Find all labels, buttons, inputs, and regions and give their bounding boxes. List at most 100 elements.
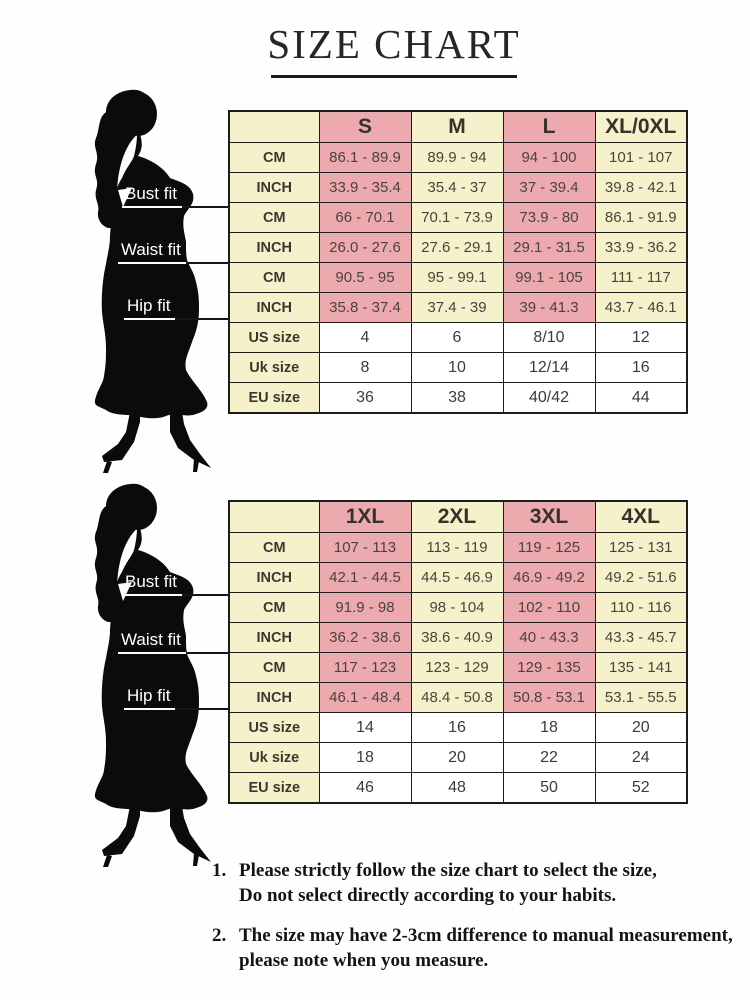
size-value-cell: 6 <box>410 322 504 353</box>
size-value-cell: 46 <box>318 772 412 804</box>
size-value-cell: 38 <box>410 382 504 414</box>
size-table-1xl-4xl: 1XL 2XL 3XL 4XL CM 107 - 113 113 - 119 119 - 12… <box>228 500 688 804</box>
row-label: CM <box>228 652 320 683</box>
column-header: 1XL <box>318 500 412 533</box>
column-header: XL/0XL <box>594 110 688 143</box>
table-row: CM 90.5 - 95 95 - 99.1 99.1 - 105 111 - 117 <box>228 262 688 293</box>
row-label: CM <box>228 262 320 293</box>
size-value-cell: 12/14 <box>502 352 596 383</box>
size-value-cell: 8 <box>318 352 412 383</box>
note-2: 2. The size may have 2-3cm difference to… <box>212 923 750 973</box>
note-line: Do not select directly according to your… <box>239 885 617 906</box>
column-header: L <box>502 110 596 143</box>
table-row: INCH 35.8 - 37.4 37.4 - 39 39 - 41.3 43.7 - … <box>228 292 688 323</box>
size-value-cell: 14 <box>318 712 412 743</box>
table-row: EU size 36 38 40/42 44 <box>228 382 688 414</box>
woman-silhouette-bottom <box>94 483 211 867</box>
table-row: CM 86.1 - 89.9 89.9 - 94 94 - 100 101 - 107 <box>228 142 688 173</box>
row-label: US size <box>228 712 320 743</box>
size-value-cell: 36 <box>318 382 412 414</box>
size-value-cell: 94 - 100 <box>502 142 596 173</box>
row-label: INCH <box>228 682 320 713</box>
title-block: SIZE CHART <box>244 20 544 78</box>
hip-fit-line <box>124 318 228 320</box>
size-value-cell: 50.8 - 53.1 <box>502 682 596 713</box>
table-row: EU size 46 48 50 52 <box>228 772 688 804</box>
size-value-cell: 107 - 113 <box>318 532 412 563</box>
size-value-cell: 86.1 - 89.9 <box>318 142 412 173</box>
size-value-cell: 12 <box>594 322 688 353</box>
size-value-cell: 48 <box>410 772 504 804</box>
row-label: INCH <box>228 172 320 203</box>
size-value-cell: 39.8 - 42.1 <box>594 172 688 203</box>
sizes-1xl-to-4xl: 1XL 2XL 3XL 4XL CM 107 - 113 113 - 119 119 - 12… <box>228 500 688 804</box>
corner-cell <box>228 110 320 143</box>
size-value-cell: 18 <box>318 742 412 773</box>
size-value-cell: 91.9 - 98 <box>318 592 412 623</box>
size-value-cell: 20 <box>410 742 504 773</box>
size-value-cell: 70.1 - 73.9 <box>410 202 504 233</box>
size-value-cell: 117 - 123 <box>318 652 412 683</box>
row-label: US size <box>228 322 320 353</box>
table-row: INCH 42.1 - 44.5 44.5 - 46.9 46.9 - 49.2 49.… <box>228 562 688 593</box>
note-number: 1. <box>212 860 227 881</box>
woman-silhouette-top <box>94 89 211 473</box>
size-value-cell: 18 <box>502 712 596 743</box>
column-header: M <box>410 110 504 143</box>
size-value-cell: 20 <box>594 712 688 743</box>
table-row: Uk size 18 20 22 24 <box>228 742 688 773</box>
size-value-cell: 40/42 <box>502 382 596 414</box>
size-value-cell: 90.5 - 95 <box>318 262 412 293</box>
waist-fit-label: Waist fit <box>118 631 186 654</box>
row-label: CM <box>228 532 320 563</box>
column-header: S <box>318 110 412 143</box>
hip-fit-line <box>124 708 228 710</box>
size-value-cell: 44.5 - 46.9 <box>410 562 504 593</box>
table-row: INCH 46.1 - 48.4 48.4 - 50.8 50.8 - 53.1 53.… <box>228 682 688 713</box>
size-table-s-xl: S M L XL/0XL CM 86.1 - 89.9 89.9 - 94 94 - 100 1… <box>228 110 688 414</box>
row-label: CM <box>228 142 320 173</box>
page-title: SIZE CHART <box>267 21 521 67</box>
waist-fit-label: Waist fit <box>118 241 186 264</box>
size-value-cell: 66 - 70.1 <box>318 202 412 233</box>
size-value-cell: 33.9 - 36.2 <box>594 232 688 263</box>
table-row: CM 91.9 - 98 98 - 104 102 - 110 110 - 116 <box>228 592 688 623</box>
row-label: EU size <box>228 772 320 804</box>
table-row: CM 66 - 70.1 70.1 - 73.9 73.9 - 80 86.1 - 91… <box>228 202 688 233</box>
row-label: INCH <box>228 562 320 593</box>
title-underline <box>271 75 517 78</box>
row-label: INCH <box>228 292 320 323</box>
notes-section: 1. Please strictly follow the size chart… <box>212 858 750 988</box>
size-value-cell: 26.0 - 27.6 <box>318 232 412 263</box>
size-value-cell: 98 - 104 <box>410 592 504 623</box>
size-value-cell: 86.1 - 91.9 <box>594 202 688 233</box>
size-value-cell: 22 <box>502 742 596 773</box>
size-value-cell: 27.6 - 29.1 <box>410 232 504 263</box>
note-line: The size may have 2-3cm difference to ma… <box>239 925 733 946</box>
size-value-cell: 8/10 <box>502 322 596 353</box>
note-line: please note when you measure. <box>239 950 489 971</box>
size-value-cell: 16 <box>410 712 504 743</box>
size-value-cell: 36.2 - 38.6 <box>318 622 412 653</box>
table-row: CM 117 - 123 123 - 129 129 - 135 135 - 141 <box>228 652 688 683</box>
corner-cell <box>228 500 320 533</box>
size-value-cell: 33.9 - 35.4 <box>318 172 412 203</box>
size-value-cell: 49.2 - 51.6 <box>594 562 688 593</box>
size-value-cell: 123 - 129 <box>410 652 504 683</box>
table-row: US size 14 16 18 20 <box>228 712 688 743</box>
size-value-cell: 102 - 110 <box>502 592 596 623</box>
size-value-cell: 4 <box>318 322 412 353</box>
note-text: Please strictly follow the size chart to… <box>239 858 750 908</box>
table-row: INCH 33.9 - 35.4 35.4 - 37 37 - 39.4 39.8 - … <box>228 172 688 203</box>
header-row: S M L XL/0XL <box>228 110 688 143</box>
table-row: INCH 26.0 - 27.6 27.6 - 29.1 29.1 - 31.5 33.… <box>228 232 688 263</box>
row-label: Uk size <box>228 742 320 773</box>
size-value-cell: 46.9 - 49.2 <box>502 562 596 593</box>
size-value-cell: 44 <box>594 382 688 414</box>
hip-fit-label: Hip fit <box>124 687 176 710</box>
size-value-cell: 35.8 - 37.4 <box>318 292 412 323</box>
size-value-cell: 110 - 116 <box>594 592 688 623</box>
size-value-cell: 50 <box>502 772 596 804</box>
column-header: 3XL <box>502 500 596 533</box>
